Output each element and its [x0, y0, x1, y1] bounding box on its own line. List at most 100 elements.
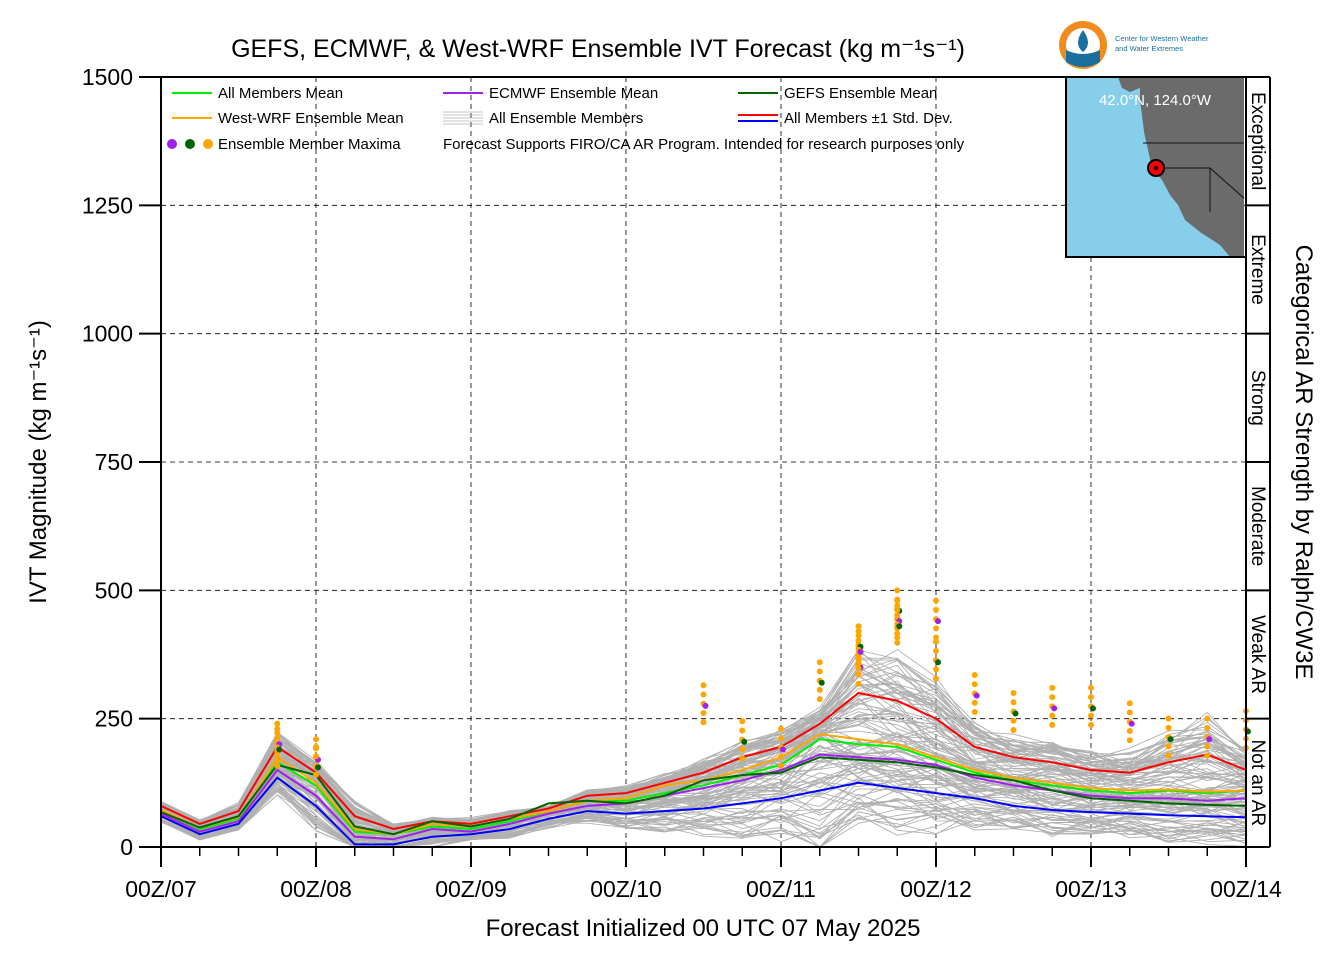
- ensemble-maximum-point: [933, 647, 939, 654]
- x-tick-label: 00Z/09: [435, 876, 507, 902]
- ensemble-maximum-point: [274, 762, 281, 769]
- series-line: [161, 776, 1246, 846]
- ensemble-maximum-point: [855, 637, 862, 644]
- ensemble-maximum-point: [1165, 752, 1172, 759]
- category-label: Moderate: [1247, 486, 1268, 566]
- right-axis-label: Categorical AR Strength by Ralph/CW3E: [1290, 245, 1317, 680]
- ensemble-maximum-point: [855, 632, 862, 639]
- chart-title: GEFS, ECMWF, & West-WRF Ensemble IVT For…: [231, 35, 965, 63]
- legend-label: All Members Mean: [218, 85, 343, 102]
- ensemble-maximum-point: [933, 675, 939, 682]
- y-tick-label: 0: [120, 834, 133, 860]
- ensemble-maximum-point: [778, 753, 784, 760]
- x-tick-label: 00Z/10: [590, 876, 662, 902]
- location-map: 42.0°N, 124.0°W: [1065, 76, 1247, 258]
- ensemble-member-line: [161, 746, 1246, 837]
- logo-water-icon: [1066, 50, 1100, 67]
- category-label: Extreme: [1247, 234, 1268, 305]
- ensemble-member-line: [161, 740, 1246, 841]
- ensemble-maximum-point: [1088, 694, 1094, 701]
- legend: All Members Mean ECMWF Ensemble Mean GEFS …: [167, 85, 965, 153]
- ensemble-maximum-point: [1049, 694, 1056, 701]
- series-line: [161, 756, 1246, 836]
- category-layer: Not an AR Weak AR Moderate Strong Extreme Exc…: [1246, 76, 1271, 848]
- ensemble-maximum-point: [1051, 705, 1058, 712]
- ensemble-maximum-point: [274, 735, 281, 742]
- ensemble-maximum-point: [1167, 736, 1174, 743]
- ensemble-member-line: [161, 775, 1246, 841]
- ensemble-maximum-point: [816, 696, 823, 703]
- category-label: Strong: [1247, 370, 1268, 426]
- ensemble-maximum-point: [313, 743, 319, 750]
- ensemble-maximum-point: [700, 682, 707, 689]
- series-line: [161, 691, 1246, 831]
- ensemble-maximum-point: [276, 746, 283, 753]
- map-frame: [1065, 76, 1247, 258]
- category-label: Not an AR: [1247, 740, 1268, 827]
- ensemble-maximum-point: [855, 623, 862, 630]
- ensemble-maximum-point: [274, 757, 281, 764]
- ensemble-members-layer: [161, 648, 1246, 847]
- ensemble-maximum-point: [739, 755, 746, 762]
- ensemble-maximum-point: [935, 618, 941, 625]
- ensemble-maximum-point: [971, 681, 978, 688]
- y-tick-label: 1000: [82, 321, 133, 347]
- ensemble-maximum-point: [933, 625, 939, 632]
- ensemble-maximum-point: [1010, 699, 1017, 706]
- ensemble-maximum-point: [778, 735, 784, 742]
- ensemble-maximum-point: [1088, 712, 1094, 719]
- ensemble-maximum-point: [1088, 721, 1094, 728]
- ensemble-maximum-point: [933, 597, 939, 604]
- ensemble-maximum-point: [894, 606, 901, 613]
- logo-drop-icon: [1078, 30, 1088, 52]
- ensemble-maximum-point: [1010, 690, 1017, 696]
- x-axis-label: Forecast Initialized 00 UTC 07 May 2025: [486, 915, 921, 942]
- ensemble-member-line: [161, 762, 1246, 843]
- legend-label: West-WRF Ensemble Mean: [218, 110, 404, 127]
- ensemble-maximum-point: [1165, 724, 1172, 731]
- legend-swatch: [203, 139, 213, 149]
- y-axis-label: IVT Magnitude (kg m⁻¹s⁻¹): [25, 320, 52, 604]
- ensemble-maximum-point: [818, 679, 825, 686]
- legend-note: Forecast Supports FIRO/CA AR Program. In…: [443, 136, 965, 153]
- ensemble-maximum-point: [855, 628, 862, 635]
- legend-label: All Ensemble Members: [489, 110, 643, 127]
- ensemble-maximum-point: [816, 686, 823, 693]
- ensemble-maximum-point: [1126, 700, 1133, 707]
- ensemble-maximum-point: [1012, 710, 1019, 717]
- legend-label: All Members ±1 Std. Dev.: [784, 110, 953, 127]
- ensemble-member-line: [161, 785, 1246, 847]
- ensemble-maximum-point: [1204, 752, 1211, 759]
- ensemble-maximum-point: [971, 699, 978, 706]
- x-tick-label: 00Z/12: [900, 876, 972, 902]
- ensemble-maximum-point: [857, 648, 864, 655]
- ensemble-maximum-point: [894, 597, 901, 604]
- ensemble-maximum-point: [1165, 743, 1172, 750]
- ensemble-maximum-point: [1204, 715, 1211, 722]
- x-tick-label: 00Z/08: [280, 876, 352, 902]
- ensemble-maximum-point: [274, 720, 281, 727]
- ensemble-maximum-point: [1204, 743, 1211, 750]
- ensemble-maximum-point: [780, 746, 786, 753]
- legend-label: ECMWF Ensemble Mean: [489, 85, 658, 102]
- maxima-layer: [274, 587, 1251, 778]
- legend-label: Ensemble Member Maxima: [218, 136, 401, 153]
- ensemble-maximum-point: [894, 634, 901, 641]
- ensemble-member-line: [161, 785, 1246, 847]
- ensemble-member-line: [161, 680, 1246, 828]
- legend-swatch: [167, 139, 177, 149]
- ensemble-maximum-point: [1090, 705, 1096, 712]
- ensemble-maximum-point: [274, 730, 281, 737]
- ensemble-maximum-point: [741, 738, 748, 745]
- ensemble-maximum-point: [973, 692, 980, 699]
- map-land-north: [1118, 77, 1140, 92]
- ensemble-maximum-point: [700, 719, 707, 726]
- ensemble-maximum-point: [1204, 724, 1211, 731]
- ensemble-maximum-point: [933, 666, 939, 673]
- ensemble-member-line: [161, 791, 1246, 847]
- ensemble-member-line: [161, 731, 1246, 834]
- ensemble-maximum-point: [739, 727, 746, 734]
- ensemble-maximum-point: [855, 671, 862, 678]
- ensemble-maximum-point: [1010, 717, 1017, 724]
- y-tick-label: 750: [95, 449, 133, 475]
